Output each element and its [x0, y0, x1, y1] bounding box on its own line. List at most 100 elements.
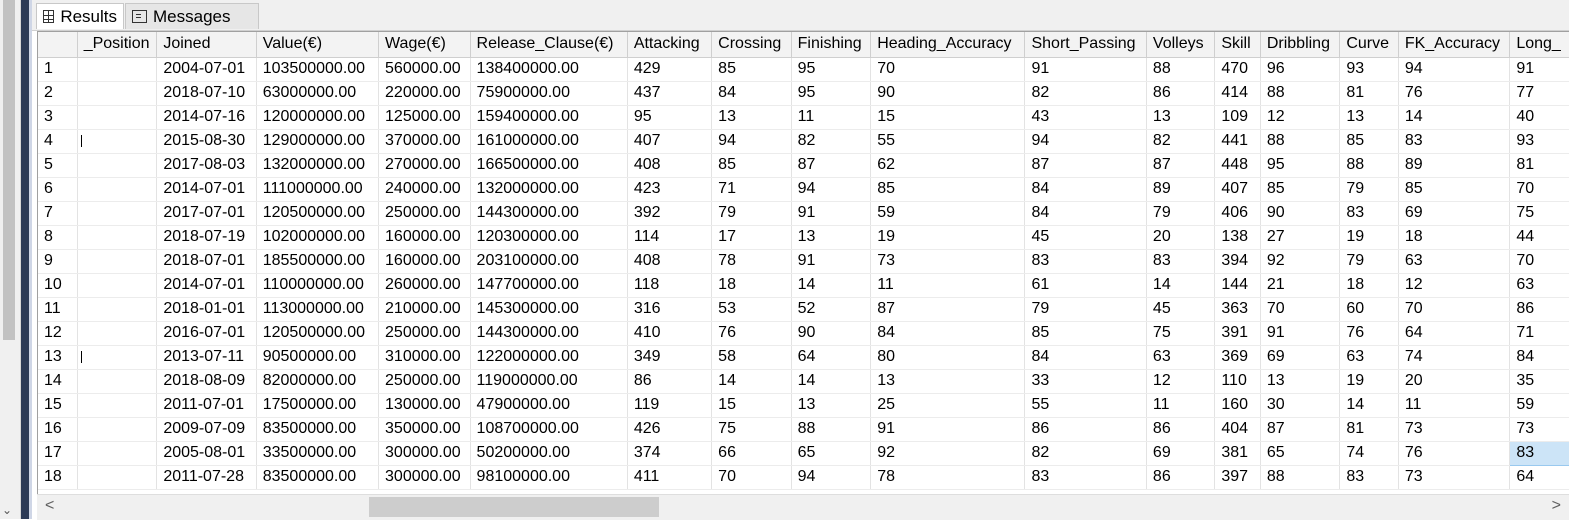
table-cell[interactable]: 250000.00	[378, 321, 471, 346]
table-cell[interactable]: 119000000.00	[470, 369, 628, 394]
row-number[interactable]: 15	[38, 393, 78, 418]
row-number[interactable]: 1	[38, 57, 78, 82]
table-cell[interactable]: 392	[627, 201, 713, 226]
table-cell[interactable]: 260000.00	[378, 273, 471, 298]
table-cell[interactable]: 88	[1260, 81, 1341, 106]
table-cell[interactable]: 75	[1509, 201, 1569, 226]
table-cell[interactable]: 160	[1214, 393, 1261, 418]
table-cell[interactable]: 120500000.00	[256, 321, 380, 346]
table-cell[interactable]: 79	[1339, 177, 1399, 202]
table-cell[interactable]: 93	[1509, 129, 1569, 154]
table-cell[interactable]	[77, 273, 158, 298]
table-cell[interactable]: 119	[627, 393, 713, 418]
table-cell[interactable]: 114	[627, 225, 713, 250]
tab-results[interactable]: Results	[36, 3, 124, 29]
table-cell[interactable]: 85	[870, 177, 1026, 202]
table-cell[interactable]: 147700000.00	[470, 273, 628, 298]
table-cell[interactable]: 73	[1398, 417, 1511, 442]
table-cell[interactable]: 75	[711, 417, 792, 442]
table-cell[interactable]	[77, 465, 158, 490]
table-cell[interactable]: 138	[1214, 225, 1261, 250]
table-cell[interactable]: 13	[711, 105, 792, 130]
table-cell[interactable]: 2018-07-10	[156, 81, 257, 106]
table-cell[interactable]: 71	[711, 177, 792, 202]
table-cell[interactable]: 83	[1339, 201, 1399, 226]
table-row[interactable]: 11 2018-01-01 113000000.00 210000.00 1453000…	[38, 297, 1569, 322]
table-cell[interactable]: 13	[1339, 105, 1399, 130]
table-cell[interactable]: 349	[627, 345, 713, 370]
table-cell[interactable]: 30	[1260, 393, 1341, 418]
table-cell[interactable]: 13	[1260, 369, 1341, 394]
table-cell[interactable]: 404	[1214, 417, 1261, 442]
table-cell[interactable]: 369	[1214, 345, 1261, 370]
table-cell[interactable]: 93	[1339, 57, 1399, 82]
table-cell[interactable]: 73	[1509, 417, 1569, 442]
results-grid[interactable]: _Position Joined Value(€) Wage(€) Release_Cl…	[37, 31, 1569, 495]
table-cell[interactable]: 86	[1146, 465, 1216, 490]
table-cell[interactable]: 13	[791, 225, 872, 250]
table-cell[interactable]: 63	[1398, 249, 1511, 274]
table-cell[interactable]: 102000000.00	[256, 225, 380, 250]
table-cell[interactable]: 27	[1260, 225, 1341, 250]
table-cell[interactable]: 63	[1146, 345, 1216, 370]
table-cell[interactable]: 69	[1398, 201, 1511, 226]
table-cell[interactable]: 53	[711, 297, 792, 322]
table-cell[interactable]: 12	[1260, 105, 1341, 130]
table-cell[interactable]: 91	[1509, 57, 1569, 82]
selected-cell[interactable]: 83	[1509, 440, 1569, 466]
table-cell[interactable]: 2018-07-19	[156, 225, 257, 250]
table-cell[interactable]: 15	[870, 105, 1026, 130]
table-cell[interactable]: 13	[791, 393, 872, 418]
table-cell[interactable]: 14	[1146, 273, 1216, 298]
table-cell[interactable]: 11	[1146, 393, 1216, 418]
table-cell[interactable]: 414	[1214, 81, 1261, 106]
table-cell[interactable]: 63	[1339, 345, 1399, 370]
table-cell[interactable]: 110	[1214, 369, 1261, 394]
table-cell[interactable]: 13	[870, 369, 1026, 394]
table-cell[interactable]: 91	[1260, 321, 1341, 346]
table-row[interactable]: 12 2016-07-01 120500000.00 250000.00 1443000…	[38, 321, 1569, 346]
table-cell[interactable]: 83500000.00	[256, 417, 380, 442]
table-cell[interactable]: 94	[1024, 129, 1147, 154]
table-cell[interactable]: 64	[1398, 321, 1511, 346]
table-cell[interactable]: 18	[711, 273, 792, 298]
scroll-left-icon[interactable]: <	[45, 497, 55, 514]
table-cell[interactable]: 166500000.00	[470, 153, 628, 178]
table-cell[interactable]: 75900000.00	[470, 81, 628, 106]
table-cell[interactable]: 110000000.00	[256, 273, 380, 298]
table-row[interactable]: 15 2011-07-01 17500000.00 130000.00 47900000…	[38, 393, 1569, 418]
table-cell[interactable]	[77, 345, 158, 370]
row-number[interactable]: 8	[38, 225, 78, 250]
table-cell[interactable]: 85	[711, 153, 792, 178]
table-cell[interactable]: 35	[1509, 369, 1569, 394]
table-cell[interactable]: 408	[627, 249, 713, 274]
table-cell[interactable]	[77, 201, 158, 226]
table-cell[interactable]: 33	[1024, 369, 1147, 394]
table-cell[interactable]: 350000.00	[378, 417, 471, 442]
table-cell[interactable]: 145300000.00	[470, 297, 628, 322]
table-cell[interactable]: 73	[1398, 465, 1511, 490]
column-header[interactable]: Value(€)	[256, 32, 380, 58]
table-cell[interactable]: 61	[1024, 273, 1147, 298]
table-cell[interactable]: 83	[1024, 249, 1147, 274]
row-number[interactable]: 5	[38, 153, 78, 178]
table-cell[interactable]: 94	[711, 129, 792, 154]
table-cell[interactable]: 76	[1398, 81, 1511, 106]
editor-vertical-scrollbar[interactable]: ⌄	[0, 0, 21, 519]
row-number[interactable]: 14	[38, 369, 78, 394]
table-cell[interactable]: 120500000.00	[256, 201, 380, 226]
table-row[interactable]: 9 2018-07-01 185500000.00 160000.00 20310000…	[38, 249, 1569, 274]
table-cell[interactable]: 89	[1398, 153, 1511, 178]
table-cell[interactable]: 79	[1024, 297, 1147, 322]
editor-scroll-thumb[interactable]	[3, 0, 15, 340]
table-cell[interactable]: 408	[627, 153, 713, 178]
table-cell[interactable]: 70	[711, 465, 792, 490]
table-cell[interactable]: 70	[1398, 297, 1511, 322]
table-cell[interactable]: 91	[870, 417, 1026, 442]
table-cell[interactable]: 185500000.00	[256, 249, 380, 274]
table-cell[interactable]: 95	[791, 57, 872, 82]
table-cell[interactable]: 86	[1146, 417, 1216, 442]
table-cell[interactable]: 441	[1214, 129, 1261, 154]
row-number[interactable]: 3	[38, 105, 78, 130]
table-cell[interactable]: 423	[627, 177, 713, 202]
